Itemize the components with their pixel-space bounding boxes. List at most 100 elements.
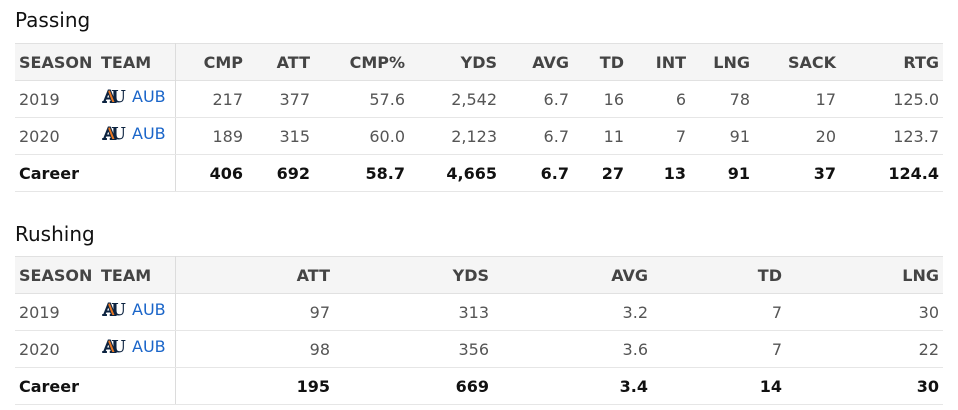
lng-cell: 30: [786, 293, 943, 331]
sack-cell: 17: [754, 80, 840, 118]
avg-cell: 3.2: [493, 293, 652, 331]
yds-cell: 2,542: [409, 80, 501, 118]
yds-cell: 669: [334, 367, 493, 405]
avg-cell: 6.7: [501, 80, 573, 118]
col-cmp-pct[interactable]: CMP%: [349, 52, 405, 72]
passing-title: Passing: [15, 8, 91, 32]
col-rtg[interactable]: RTG: [903, 52, 939, 72]
team-abbr: AUB: [132, 337, 166, 356]
col-att[interactable]: ATT: [296, 265, 330, 285]
att-cell: 98: [175, 330, 334, 368]
svg-text:U: U: [111, 123, 126, 143]
career-row: Career 406 692 58.7 4,665 6.7 27 13 91 3…: [15, 154, 943, 192]
rtg-cell: 123.7: [840, 117, 943, 155]
col-sack[interactable]: SACK: [787, 52, 836, 72]
yds-cell: 4,665: [409, 154, 501, 192]
season-cell: 2020: [15, 117, 97, 155]
td-cell: 7: [652, 293, 786, 331]
rtg-cell: 124.4: [840, 154, 943, 192]
int-cell: 13: [628, 154, 690, 192]
avg-cell: 3.4: [493, 367, 652, 405]
rtg-cell: 125.0: [840, 80, 943, 118]
col-season[interactable]: SEASON: [19, 52, 93, 72]
att-cell: 692: [247, 154, 314, 192]
career-label: Career: [15, 367, 97, 405]
col-team[interactable]: TEAM: [97, 256, 176, 294]
td-cell: 14: [652, 367, 786, 405]
att-cell: 377: [247, 80, 314, 118]
td-cell: 27: [573, 154, 628, 192]
cmp-pct-cell: 60.0: [314, 117, 409, 155]
sack-cell: 37: [754, 154, 840, 192]
col-td[interactable]: TD: [599, 52, 624, 72]
team-abbr: AUB: [132, 87, 166, 106]
cmp-pct-cell: 57.6: [314, 80, 409, 118]
career-team-cell: [97, 154, 176, 192]
rushing-title: Rushing: [15, 222, 95, 246]
td-cell: 16: [573, 80, 628, 118]
col-td[interactable]: TD: [757, 265, 782, 285]
cmp-cell: 406: [175, 154, 247, 192]
col-lng[interactable]: LNG: [902, 265, 939, 285]
passing-table: SEASON TEAM CMP ATT CMP% YDS AVG TD INT …: [15, 43, 943, 192]
int-cell: 7: [628, 117, 690, 155]
team-abbr: AUB: [132, 300, 166, 319]
passing-header-row: SEASON TEAM CMP ATT CMP% YDS AVG TD INT …: [15, 43, 943, 81]
yds-cell: 356: [334, 330, 493, 368]
att-cell: 97: [175, 293, 334, 331]
col-season[interactable]: SEASON: [19, 265, 93, 285]
svg-text:U: U: [111, 86, 126, 106]
cmp-pct-cell: 58.7: [314, 154, 409, 192]
svg-text:U: U: [111, 299, 126, 319]
team-abbr: AUB: [132, 124, 166, 143]
sack-cell: 20: [754, 117, 840, 155]
att-cell: 195: [175, 367, 334, 405]
season-cell: 2019: [15, 293, 97, 331]
yds-cell: 313: [334, 293, 493, 331]
att-cell: 315: [247, 117, 314, 155]
season-cell: 2020: [15, 330, 97, 368]
career-row: Career 195 669 3.4 14 30: [15, 367, 943, 405]
rushing-header-row: SEASON TEAM ATT YDS AVG TD LNG: [15, 256, 943, 294]
col-int[interactable]: INT: [655, 52, 686, 72]
col-att[interactable]: ATT: [276, 52, 310, 72]
cmp-cell: 189: [175, 117, 247, 155]
career-team-cell: [97, 367, 176, 405]
col-cmp[interactable]: CMP: [203, 52, 243, 72]
lng-cell: 91: [690, 154, 754, 192]
avg-cell: 6.7: [501, 154, 573, 192]
col-yds[interactable]: YDS: [460, 52, 497, 72]
cmp-cell: 217: [175, 80, 247, 118]
int-cell: 6: [628, 80, 690, 118]
col-avg[interactable]: AVG: [611, 265, 648, 285]
col-lng[interactable]: LNG: [713, 52, 750, 72]
col-yds[interactable]: YDS: [452, 265, 489, 285]
career-label: Career: [15, 154, 97, 192]
svg-text:U: U: [111, 336, 126, 356]
season-cell: 2019: [15, 80, 97, 118]
lng-cell: 91: [690, 117, 754, 155]
col-team[interactable]: TEAM: [97, 43, 176, 81]
lng-cell: 78: [690, 80, 754, 118]
avg-cell: 6.7: [501, 117, 573, 155]
yds-cell: 2,123: [409, 117, 501, 155]
avg-cell: 3.6: [493, 330, 652, 368]
col-avg[interactable]: AVG: [532, 52, 569, 72]
